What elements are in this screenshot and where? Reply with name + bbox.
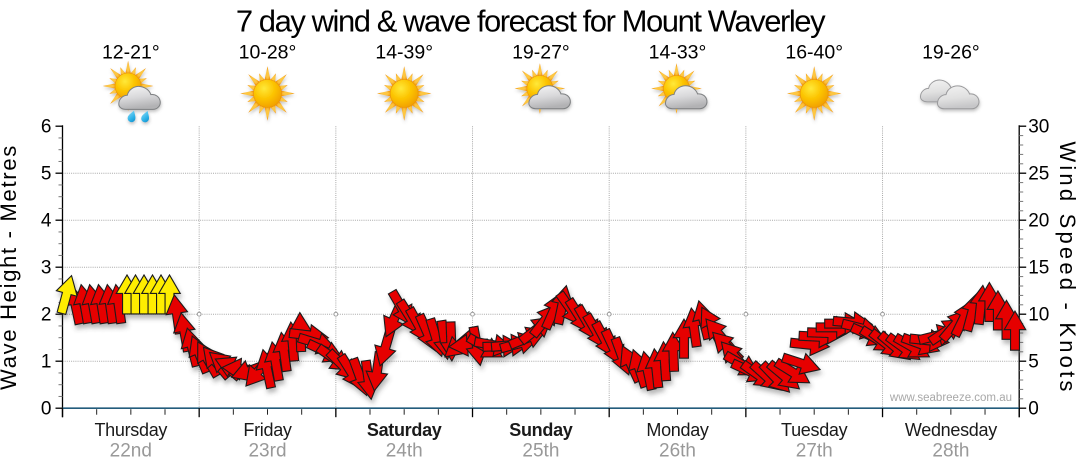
svg-text:22nd: 22nd [110,441,152,462]
svg-text:Wave Height - Metres: Wave Height - Metres [0,144,21,390]
svg-text:15: 15 [1028,258,1049,279]
svg-text:30: 30 [1028,117,1049,138]
svg-text:27th: 27th [796,441,833,462]
svg-text:0: 0 [1028,399,1039,420]
svg-text:23rd: 23rd [248,441,286,462]
svg-text:19-26°: 19-26° [922,41,980,63]
svg-text:16-40°: 16-40° [785,41,843,63]
svg-text:6: 6 [41,117,52,138]
svg-text:Tuesday: Tuesday [781,420,848,440]
svg-text:Thursday: Thursday [94,420,167,440]
svg-text:24th: 24th [386,441,423,462]
svg-text:28th: 28th [932,441,969,462]
svg-text:10-28°: 10-28° [239,41,297,63]
svg-text:Saturday: Saturday [367,420,442,440]
svg-text:0: 0 [41,399,52,420]
svg-text:10: 10 [1028,305,1049,326]
svg-text:2: 2 [41,305,52,326]
svg-text:20: 20 [1028,211,1049,232]
svg-text:19-27°: 19-27° [512,41,570,63]
svg-text:12-21°: 12-21° [102,41,160,63]
svg-text:26th: 26th [659,441,696,462]
svg-text:7 day wind & wave forecast for: 7 day wind & wave forecast for Mount Wav… [236,4,826,39]
svg-text:Sunday: Sunday [509,420,573,440]
svg-text:3: 3 [41,258,52,279]
svg-text:14-33°: 14-33° [649,41,707,63]
svg-text:Friday: Friday [243,420,292,440]
svg-text:25th: 25th [522,441,559,462]
svg-text:1: 1 [41,352,52,373]
svg-text:Wind Speed - Knots: Wind Speed - Knots [1055,141,1080,394]
svg-text:www.seabreeze.com.au: www.seabreeze.com.au [889,392,1012,404]
svg-text:5: 5 [1028,352,1039,373]
svg-text:14-39°: 14-39° [375,41,433,63]
svg-text:25: 25 [1028,164,1049,185]
svg-text:4: 4 [41,211,52,232]
svg-text:5: 5 [41,164,52,185]
svg-text:Wednesday: Wednesday [905,420,997,440]
svg-text:Monday: Monday [646,420,709,440]
